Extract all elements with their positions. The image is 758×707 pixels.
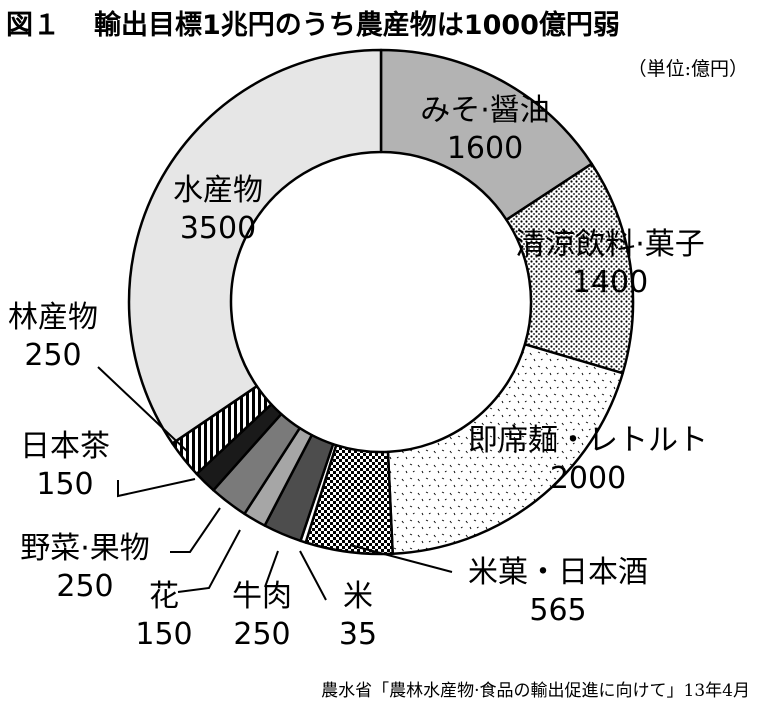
slice-label-3: 米菓・日本酒 — [468, 555, 648, 590]
slice-value-6: 150 — [135, 617, 192, 652]
slice-label-5: 牛肉 — [232, 579, 292, 614]
leader-line-3 — [349, 544, 453, 573]
slice-label-1: 清涼飲料·菓子 — [515, 227, 705, 262]
slice-label-10: 水産物 — [173, 173, 263, 208]
donut-slices — [127, 48, 635, 556]
donut-slice-10 — [127, 48, 383, 445]
slice-value-9: 250 — [24, 338, 81, 373]
slice-value-3: 565 — [529, 593, 586, 628]
leader-line-8 — [117, 478, 196, 498]
slice-value-4: 35 — [339, 617, 377, 652]
slice-label-6: 花 — [149, 579, 179, 614]
slice-label-9: 林産物 — [8, 300, 98, 335]
leader-line-5 — [264, 550, 279, 588]
donut-slice-2 — [386, 343, 624, 555]
leader-lines — [97, 366, 453, 601]
slice-label-2: 即席麺・レトルト — [468, 423, 708, 458]
slice-label-8: 日本茶 — [20, 429, 110, 464]
leader-line-4 — [299, 550, 327, 601]
slice-value-2: 2000 — [550, 461, 626, 496]
slice-label-4: 米 — [343, 579, 373, 614]
slice-value-7: 250 — [56, 569, 113, 604]
slice-label-0: みそ·醤油 — [420, 93, 550, 128]
leader-line-7 — [170, 507, 221, 553]
slice-label-7: 野菜·果物 — [20, 531, 150, 566]
unit-note: （単位:億円） — [627, 58, 748, 80]
slice-value-1: 1400 — [572, 265, 648, 300]
slice-value-8: 150 — [36, 467, 93, 502]
figure-label: 図１ — [6, 10, 60, 41]
leader-line-9 — [97, 366, 189, 453]
title-text: 輸出目標1兆円のうち農産物は1000億円弱 — [94, 10, 620, 41]
slice-value-10: 3500 — [180, 211, 256, 246]
source-note: 農水省「農林水産物·食品の輸出促進に向けて」13年4月 — [321, 681, 750, 701]
slice-value-5: 250 — [233, 617, 290, 652]
chart-title: 図１ 輸出目標1兆円のうち農産物は1000億円弱 — [6, 3, 620, 42]
slice-value-0: 1600 — [447, 131, 523, 166]
leader-line-6 — [177, 529, 241, 593]
